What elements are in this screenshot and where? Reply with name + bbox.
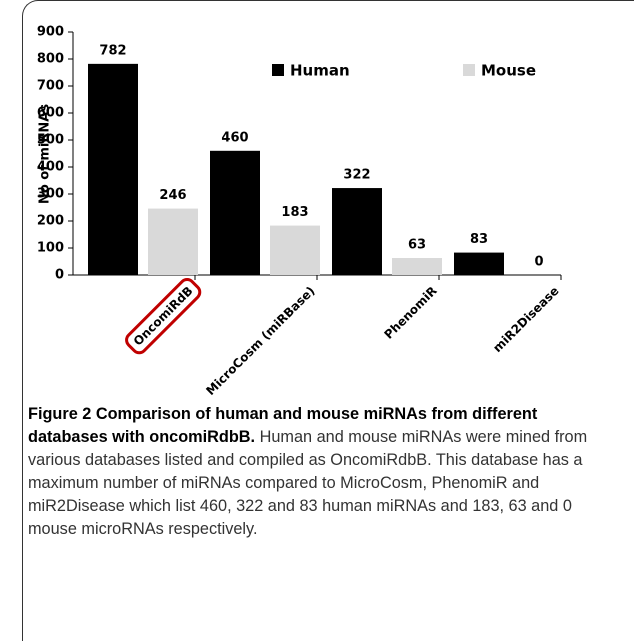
y-axis-label: No of miRNAs xyxy=(38,104,53,204)
highlight-box xyxy=(125,278,202,355)
value-label: 322 xyxy=(343,168,370,183)
y-tick-label: 300 xyxy=(37,187,64,202)
y-tick-label: 0 xyxy=(55,268,64,283)
value-label: 63 xyxy=(408,237,426,252)
legend-label: Mouse xyxy=(481,62,536,80)
legend-swatch xyxy=(463,64,475,76)
x-label-group: OncomiRdB xyxy=(125,278,202,355)
bar xyxy=(392,257,442,275)
caption-title: Figure 2 Comparison of human and mouse m… xyxy=(28,405,538,446)
value-label: 782 xyxy=(99,43,126,58)
value-label: 246 xyxy=(159,188,186,203)
chart: No of miRNAs 0 100 200 300 400 500 600 700 800 90… xyxy=(37,25,562,398)
frame xyxy=(22,0,634,641)
value-label: 183 xyxy=(281,205,308,220)
legend-swatch xyxy=(272,64,284,76)
x-tick-label: OncomiRdB xyxy=(131,284,196,349)
value-label: 83 xyxy=(470,232,488,247)
y-tick-label: 600 xyxy=(37,106,64,121)
value-label: 0 xyxy=(534,255,543,270)
bar xyxy=(270,225,320,275)
page: No of miRNAs 0 100 200 300 400 500 600 700 800 90… xyxy=(22,0,634,641)
y-tick-label: 200 xyxy=(37,214,64,229)
x-label-group: miR2Disease xyxy=(490,284,561,355)
bar xyxy=(332,188,382,275)
x-tick-label: PhenomiR xyxy=(382,284,440,342)
y-tick-label: 900 xyxy=(37,25,64,40)
x-tick-label: miR2Disease xyxy=(490,284,561,355)
legend-label: Human xyxy=(290,62,350,80)
y-tick-label: 400 xyxy=(37,160,64,175)
y-tick-label: 800 xyxy=(37,52,64,67)
caption-text: Human and mouse miRNAs were mined from v… xyxy=(28,428,588,538)
value-label: 460 xyxy=(221,130,248,145)
bar xyxy=(88,63,138,275)
y-tick-label: 700 xyxy=(37,79,64,94)
x-label-group: PhenomiR xyxy=(382,284,440,342)
caption: Figure 2 Comparison of human and mouse m… xyxy=(28,403,608,541)
bar xyxy=(210,150,260,275)
bar xyxy=(148,208,198,275)
y-tick-label: 100 xyxy=(37,241,64,256)
y-tick-label: 500 xyxy=(37,133,64,148)
bar xyxy=(454,252,504,275)
x-tick-label: MicroCosm (miRBase) xyxy=(203,284,317,398)
x-label-group: MicroCosm (miRBase) xyxy=(203,284,317,398)
